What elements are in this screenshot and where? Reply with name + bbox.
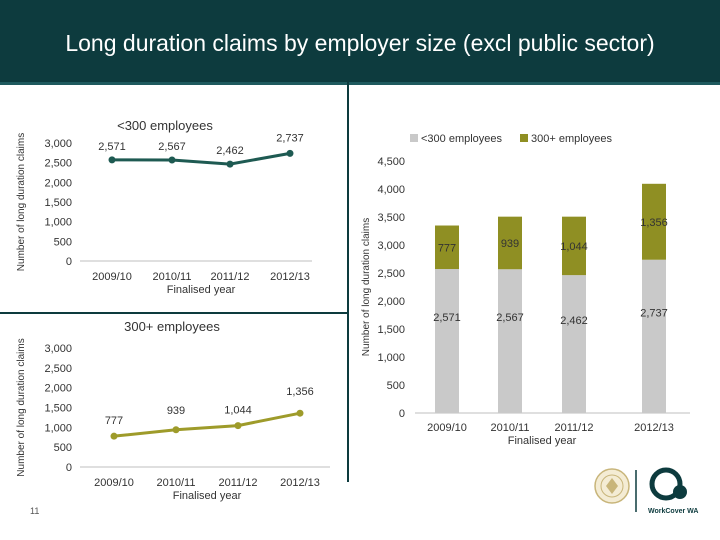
bar-data-label-large: 1,356 bbox=[640, 217, 668, 229]
bar-y-tick-label: 3,000 bbox=[377, 240, 405, 252]
bar-legend-swatch bbox=[520, 134, 528, 142]
small-series-line bbox=[111, 151, 291, 166]
small-data-label: 2,567 bbox=[158, 141, 186, 153]
small-x-tick-label: 2009/10 bbox=[92, 271, 132, 283]
bar-legend-swatch bbox=[410, 134, 418, 142]
large-y-tick-label: 0 bbox=[66, 462, 72, 474]
small-y-tick-label: 1,000 bbox=[44, 217, 72, 229]
large-data-label: 1,356 bbox=[286, 386, 314, 398]
bar-y-tick-label: 500 bbox=[387, 380, 405, 392]
large-series-line bbox=[113, 411, 301, 438]
small-data-label: 2,737 bbox=[276, 132, 304, 144]
bar-segment-large bbox=[498, 216, 522, 270]
bar-y-tick-label: 4,500 bbox=[377, 156, 405, 168]
bar-y-tick-label: 3,500 bbox=[377, 212, 405, 224]
large-x-tick-label: 2009/10 bbox=[94, 477, 134, 489]
bar-data-label-small: 2,462 bbox=[560, 315, 588, 327]
bar-segment-large bbox=[642, 183, 666, 260]
crest-icon bbox=[594, 468, 637, 512]
bar-y-axis-label: Number of long duration claims bbox=[361, 218, 372, 356]
small-y-axis-label: Number of long duration claims bbox=[16, 133, 27, 271]
small-y-tick-label: 500 bbox=[54, 236, 72, 248]
bar-y-tick-label: 4,000 bbox=[377, 184, 405, 196]
large-y-axis-label: Number of long duration claims bbox=[16, 338, 27, 476]
bar-y-tick-label: 2,000 bbox=[377, 296, 405, 308]
large-y-tick-label: 3,000 bbox=[44, 343, 72, 355]
bar-data-label-small: 2,567 bbox=[496, 312, 524, 324]
bar-legend-label: 300+ employees bbox=[531, 133, 613, 145]
small-y-tick-label: 2,500 bbox=[44, 158, 72, 170]
large-chart-title: 300+ employees bbox=[124, 319, 220, 334]
bar-x-tick-label: 2011/12 bbox=[555, 422, 594, 434]
small-y-tick-label: 3,000 bbox=[44, 138, 72, 150]
small-x-tick-label: 2012/13 bbox=[270, 271, 310, 283]
bar-data-label-small: 2,737 bbox=[640, 307, 668, 319]
large-x-tick-label: 2010/11 bbox=[157, 477, 196, 489]
horizontal-divider bbox=[0, 312, 347, 314]
bar-x-tick-label: 2010/11 bbox=[491, 422, 530, 434]
large-x-group-label: Finalised year bbox=[173, 490, 242, 502]
bar-segment-small bbox=[642, 259, 666, 413]
small-x-group-label: Finalised year bbox=[167, 284, 236, 296]
bar-x-tick-label: 2012/13 bbox=[634, 422, 674, 434]
small-data-point bbox=[168, 156, 176, 164]
large-x-tick-label: 2011/12 bbox=[219, 477, 258, 489]
bar-y-tick-label: 1,000 bbox=[377, 352, 405, 364]
small-data-label: 2,571 bbox=[98, 141, 126, 153]
bar-segment-small bbox=[562, 275, 586, 413]
small-data-point bbox=[226, 160, 234, 168]
small-data-label: 2,462 bbox=[216, 145, 244, 157]
small-y-tick-label: 1,500 bbox=[44, 197, 72, 209]
large-data-point bbox=[110, 432, 118, 440]
page-title: Long duration claims by employer size (e… bbox=[65, 30, 655, 56]
header-underline bbox=[0, 82, 720, 85]
bar-data-label-large: 1,044 bbox=[560, 241, 588, 253]
bar-data-label-large: 939 bbox=[501, 238, 519, 250]
large-y-tick-label: 2,000 bbox=[44, 383, 72, 395]
bar-x-group-label: Finalised year bbox=[508, 435, 577, 447]
bar-data-label-small: 2,571 bbox=[433, 312, 461, 324]
logo-area: WorkCover WA bbox=[594, 462, 704, 522]
small-data-point bbox=[286, 149, 294, 157]
large-data-point bbox=[234, 422, 242, 430]
bar-segment-small bbox=[435, 269, 459, 413]
bar-y-tick-label: 0 bbox=[399, 408, 405, 420]
large-y-tick-label: 1,000 bbox=[44, 422, 72, 434]
large-data-label: 1,044 bbox=[224, 405, 252, 417]
small-x-tick-label: 2010/11 bbox=[153, 271, 192, 283]
large-y-tick-label: 500 bbox=[54, 442, 72, 454]
bar-segment-large bbox=[435, 225, 459, 270]
large-y-tick-label: 2,500 bbox=[44, 363, 72, 375]
large-data-point bbox=[172, 426, 180, 434]
large-data-point bbox=[296, 409, 304, 417]
bar-segment-large bbox=[562, 216, 586, 276]
small-y-tick-label: 2,000 bbox=[44, 177, 72, 189]
bar-data-label-large: 777 bbox=[438, 242, 456, 254]
small-y-tick-label: 0 bbox=[66, 256, 72, 268]
logo-text: WorkCover WA bbox=[648, 508, 699, 515]
large-data-label: 939 bbox=[167, 405, 185, 417]
large-data-label: 777 bbox=[105, 415, 123, 427]
small-x-tick-label: 2011/12 bbox=[211, 271, 250, 283]
bar-x-tick-label: 2009/10 bbox=[427, 422, 467, 434]
small-chart-title: <300 employees bbox=[117, 118, 213, 133]
bar-y-tick-label: 2,500 bbox=[377, 268, 405, 280]
page-number: 11 bbox=[30, 506, 40, 516]
bar-y-tick-label: 1,500 bbox=[377, 324, 405, 336]
header-bar bbox=[0, 0, 720, 82]
bar-legend-label: <300 employees bbox=[421, 133, 503, 145]
vertical-divider bbox=[347, 82, 349, 482]
large-x-tick-label: 2012/13 bbox=[280, 477, 320, 489]
worksafe-logo-icon bbox=[649, 467, 687, 501]
large-y-tick-label: 1,500 bbox=[44, 403, 72, 415]
small-data-point bbox=[108, 156, 116, 164]
bar-segment-small bbox=[498, 269, 522, 413]
